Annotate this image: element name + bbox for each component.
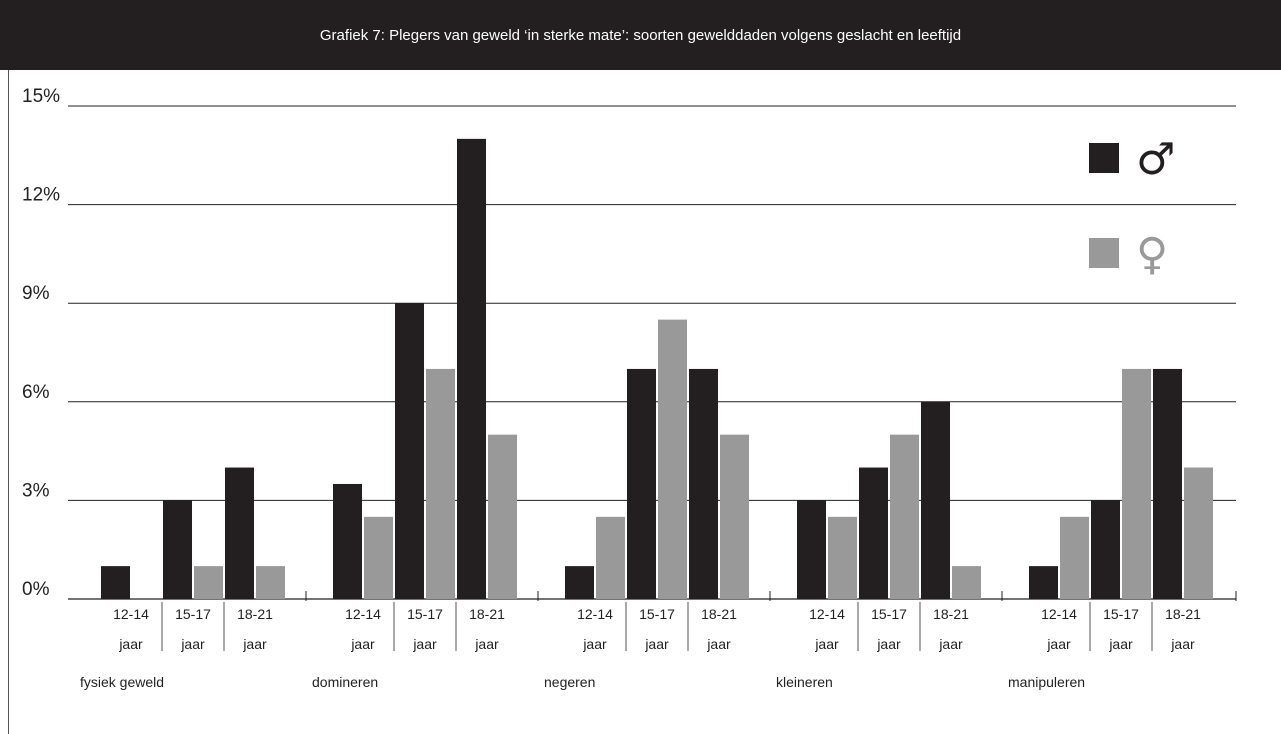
age-label: 15-17 <box>871 606 907 622</box>
age-unit-label: jaar <box>938 636 963 652</box>
legend-swatch-female <box>1089 238 1119 268</box>
bar-female <box>426 368 455 599</box>
bar-female <box>596 516 625 599</box>
bar-female <box>658 319 687 599</box>
age-unit-label: jaar <box>180 636 205 652</box>
age-unit-label: jaar <box>118 636 143 652</box>
bar-male <box>225 467 254 599</box>
y-tick-label: 12% <box>22 185 60 206</box>
legend: ♂♀ <box>1089 134 1175 280</box>
bar-female <box>828 516 857 599</box>
bar-female <box>364 516 393 599</box>
age-label: 18-21 <box>469 606 505 622</box>
bar-male <box>859 467 888 599</box>
male-symbol-icon: ♂ <box>1136 134 1175 185</box>
y-tick-label: 3% <box>22 480 50 501</box>
bar-female <box>720 434 749 599</box>
category-label: fysiek geweld <box>80 674 164 690</box>
age-label: 12-14 <box>577 606 613 622</box>
age-label: 12-14 <box>345 606 381 622</box>
bar-male <box>457 138 486 599</box>
category-label: manipuleren <box>1008 674 1085 690</box>
bar-male <box>101 566 130 599</box>
age-label: 12-14 <box>1041 606 1077 622</box>
age-label: 15-17 <box>407 606 443 622</box>
bar-female <box>488 434 517 599</box>
age-unit-label: jaar <box>876 636 901 652</box>
bar-male <box>1153 368 1182 599</box>
x-axis-labels: 12-14 jaar 15-17 jaar 18-21 jaar fysiek geweld… <box>80 591 1237 690</box>
bar-male <box>797 500 826 599</box>
bar-male <box>565 566 594 599</box>
bar-male <box>921 401 950 599</box>
y-tick-label: 9% <box>22 283 50 304</box>
age-unit-label: jaar <box>1046 636 1071 652</box>
age-unit-label: jaar <box>814 636 839 652</box>
bars <box>101 138 1213 599</box>
bar-female <box>1060 516 1089 599</box>
age-label: 15-17 <box>175 606 211 622</box>
age-label: 15-17 <box>1103 606 1139 622</box>
age-unit-label: jaar <box>412 636 437 652</box>
age-label: 12-14 <box>809 606 845 622</box>
y-tick-label: 6% <box>22 382 50 403</box>
bar-female <box>194 566 223 599</box>
bar-female <box>1184 467 1213 599</box>
bar-female <box>1122 368 1151 599</box>
age-unit-label: jaar <box>644 636 669 652</box>
age-unit-label: jaar <box>706 636 731 652</box>
bar-female <box>256 566 285 599</box>
bar-male <box>163 500 192 599</box>
bar-female <box>890 434 919 599</box>
female-symbol-icon: ♀ <box>1136 229 1168 280</box>
age-label: 18-21 <box>933 606 969 622</box>
bar-male <box>689 368 718 599</box>
age-unit-label: jaar <box>1170 636 1195 652</box>
category-label: negeren <box>544 674 595 690</box>
bar-male <box>627 368 656 599</box>
y-tick-label: 15% <box>22 86 60 107</box>
chart-title: Grafiek 7: Plegers van geweld ‘in sterke… <box>0 0 1281 70</box>
age-label: 12-14 <box>113 606 149 622</box>
age-label: 18-21 <box>1165 606 1201 622</box>
bar-male <box>333 483 362 599</box>
age-label: 18-21 <box>237 606 273 622</box>
age-label: 15-17 <box>639 606 675 622</box>
bar-male <box>395 303 424 599</box>
age-unit-label: jaar <box>582 636 607 652</box>
age-label: 18-21 <box>701 606 737 622</box>
age-unit-label: jaar <box>242 636 267 652</box>
bar-male <box>1091 500 1120 599</box>
frame-left-rule <box>8 70 9 734</box>
y-tick-label: 0% <box>22 579 50 600</box>
legend-swatch-male <box>1089 143 1119 173</box>
bar-male <box>1029 566 1058 599</box>
category-label: kleineren <box>776 674 833 690</box>
age-unit-label: jaar <box>474 636 499 652</box>
bar-female <box>952 566 981 599</box>
age-unit-label: jaar <box>1108 636 1133 652</box>
age-unit-label: jaar <box>350 636 375 652</box>
category-label: domineren <box>312 674 378 690</box>
y-axis-ticks: 0% 3% 6% 9% 12% 15% <box>22 86 60 600</box>
